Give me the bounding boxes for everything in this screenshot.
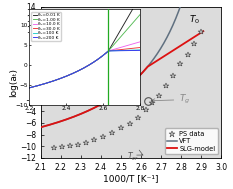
δ₀=30.0 K [48,81,50,84]
δ₀=1.00 K [56,78,59,81]
Legend: PS data, VFT, SLG-model: PS data, VFT, SLG-model [164,129,218,154]
δ₀=10.0 K [78,69,81,71]
δ₀=1.00 K [112,44,115,47]
δ₀=30.0 K [56,78,59,81]
δ₀=0.01 K [93,60,96,63]
δ₀=0.01 K [78,69,81,71]
δ₀=30.0 K [93,60,96,63]
δ₀=100 K [102,54,105,56]
δ₀=100 K [48,81,50,84]
δ₀=100 K [78,69,81,71]
δ₀=100 K [93,60,96,63]
δ₀=30.0 K [139,46,142,49]
δ₀=1.00 K [78,69,81,71]
Text: $T_0$: $T_0$ [189,14,200,26]
δ₀=1.00 K [48,81,50,84]
Line: δ₀=30.0 K: δ₀=30.0 K [29,47,141,88]
δ₀=200 K [56,78,59,81]
δ₀=200 K [78,69,81,71]
δ₀=200 K [93,60,96,63]
δ₀=30.0 K [102,54,105,56]
δ₀=100 K [139,49,142,51]
δ₀=10.0 K [28,87,31,89]
δ₀=0.01 K [56,78,59,81]
Line: δ₀=1.00 K: δ₀=1.00 K [29,14,141,88]
δ₀=10.0 K [48,81,50,84]
δ₀=100 K [56,78,59,81]
δ₀=100 K [112,50,115,52]
X-axis label: 1000/T [K⁻¹]: 1000/T [K⁻¹] [103,174,159,184]
δ₀=0.01 K [132,6,135,9]
δ₀=200 K [102,54,105,56]
δ₀=10.0 K [56,78,59,81]
δ₀=30.0 K [78,69,81,71]
Legend: δ₀=0.01 K, δ₀=1.00 K, δ₀=10.0 K, δ₀=30.0 K, δ₀=100 K, δ₀=200 K: δ₀=0.01 K, δ₀=1.00 K, δ₀=10.0 K, δ₀=30.0… [31,12,61,41]
δ₀=1.00 K [93,60,96,63]
δ₀=0.01 K [48,81,50,84]
δ₀=0.01 K [102,54,105,56]
δ₀=200 K [48,81,50,84]
δ₀=1.00 K [28,87,31,89]
δ₀=0.01 K [139,6,142,9]
δ₀=10.0 K [139,40,142,43]
δ₀=0.01 K [28,87,31,89]
δ₀=10.0 K [93,60,96,63]
Line: δ₀=100 K: δ₀=100 K [29,50,141,88]
δ₀=10.0 K [102,54,105,56]
δ₀=200 K [139,49,142,52]
Line: δ₀=200 K: δ₀=200 K [29,50,141,88]
Line: δ₀=0.01 K: δ₀=0.01 K [29,7,141,88]
δ₀=200 K [112,50,115,52]
Text: $T_g$: $T_g$ [151,93,191,106]
Y-axis label: log(aₜ): log(aₜ) [10,68,19,97]
Text: $T_{cr}$: $T_{cr}$ [127,150,139,163]
δ₀=30.0 K [28,87,31,89]
δ₀=100 K [28,87,31,89]
δ₀=1.00 K [102,54,105,56]
δ₀=200 K [28,87,31,89]
Line: δ₀=10.0 K: δ₀=10.0 K [29,42,141,88]
δ₀=1.00 K [139,13,142,15]
δ₀=0.01 K [112,42,115,44]
δ₀=10.0 K [112,48,115,51]
δ₀=30.0 K [112,49,115,52]
